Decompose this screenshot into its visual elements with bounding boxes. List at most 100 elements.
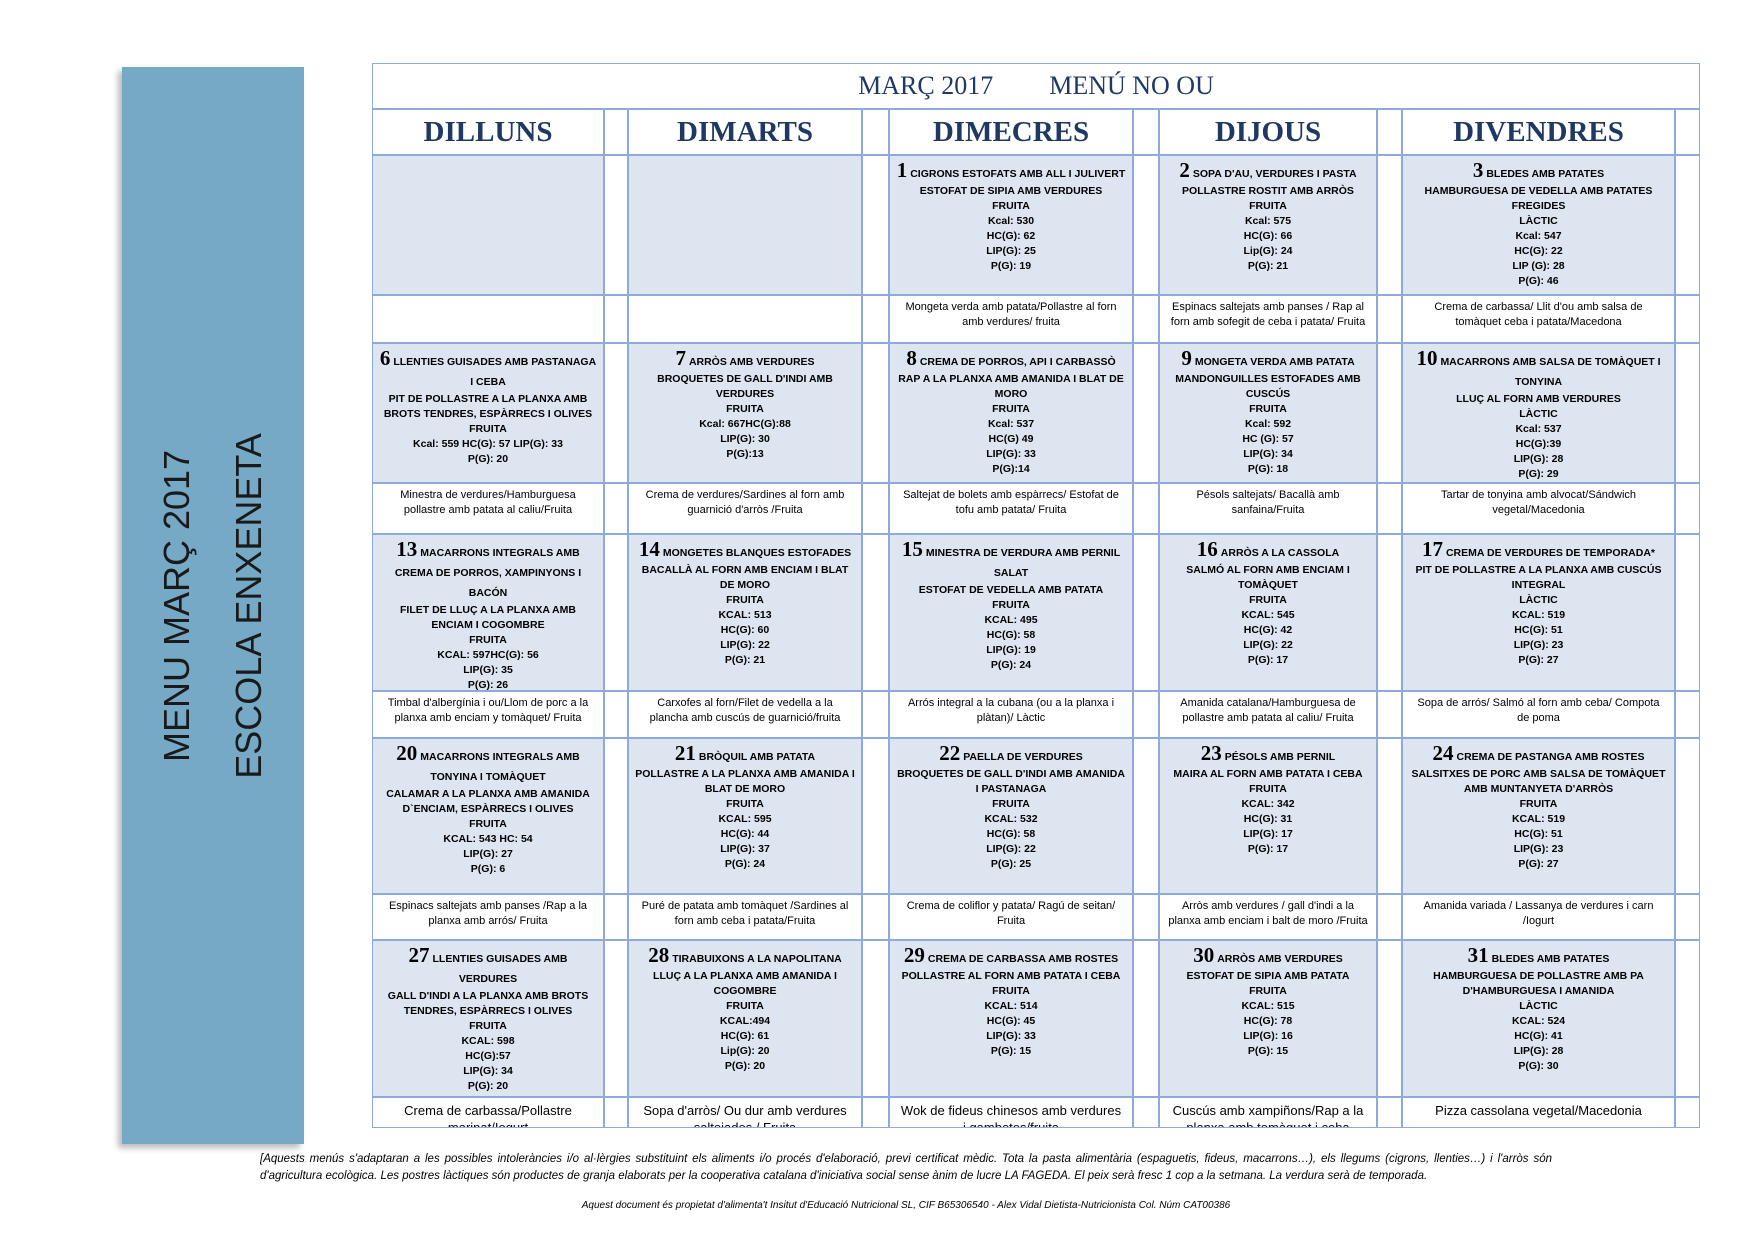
dish: HC(G): 22 <box>1514 245 1563 257</box>
day-number: 15 <box>901 537 923 561</box>
dish-text: SOPA D'AU, VERDURES I PASTA <box>1192 168 1357 180</box>
dish: P(G): 30 <box>1518 1060 1559 1072</box>
lunch-cell: 16 ARRÒS A LA CASSOLA SALMÓ AL FORN AMB EN… <box>1159 534 1377 691</box>
spacer <box>1133 343 1159 483</box>
dish: LÀCTIC <box>1519 215 1558 227</box>
spacer <box>1377 940 1402 1097</box>
dish: FRUITA <box>1519 798 1558 810</box>
lunch-cell: 17 CREMA DE VERDURES DE TEMPORADA* PIT DE … <box>1402 534 1675 691</box>
day-header: DIJOUS <box>1159 109 1377 155</box>
dish: POLLASTRE AL FORN AMB PATATA I CEBA <box>901 970 1121 982</box>
dish-text: BLEDES AMB PATATES <box>1491 953 1610 965</box>
footer-note: [Aquests menús s'adaptaran a les possibl… <box>260 1153 1552 1182</box>
lunch-cell: 7 ARRÒS AMB VERDURES BROQUETES DE GALL D'I… <box>628 343 862 483</box>
title-bar: MARÇ 2017 MENÚ NO OU <box>372 63 1700 109</box>
dish: KCAL: 515 <box>1241 1000 1295 1012</box>
dish: 17 CREMA DE VERDURES DE TEMPORADA* <box>1409 539 1668 563</box>
dish: 16 ARRÒS A LA CASSOLA <box>1166 539 1370 563</box>
dish-text: BLEDES AMB PATATES <box>1486 168 1605 180</box>
dish: FRUITA <box>992 599 1030 611</box>
dish: LIP(G): 19 <box>986 644 1036 656</box>
dish-text: CREMA DE VERDURES DE TEMPORADA* <box>1445 547 1656 559</box>
lunch-cell: 29 CREMA DE CARBASSA AMB ROSTES POLLASTRE … <box>889 940 1133 1097</box>
spacer <box>1377 894 1402 940</box>
spacer <box>1133 109 1159 155</box>
dish: FRUITA <box>992 403 1030 415</box>
day-number: 3 <box>1472 158 1484 182</box>
dish: LIP(G): 30 <box>720 433 770 445</box>
lunch-cell: 3 BLEDES AMB PATATES HAMBURGUESA DE VEDELL… <box>1402 155 1675 295</box>
dish: 22 PAELLA DE VERDURES <box>896 743 1126 767</box>
spacer <box>1377 109 1402 155</box>
day-number: 17 <box>1421 537 1443 561</box>
dinner-cell: Puré de patata amb tomàquet /Sardines al… <box>628 894 862 940</box>
dinner-cell: Minestra de verdures/Hamburguesa pollast… <box>372 483 604 534</box>
dish: HC(G) 49 <box>988 433 1034 445</box>
day-header: DIMECRES <box>889 109 1133 155</box>
spacer <box>862 894 889 940</box>
dish: FRUITA <box>1249 985 1287 997</box>
dish: P(G): 20 <box>467 453 509 465</box>
day-number: 1 <box>896 158 908 182</box>
day-number: 22 <box>939 741 961 765</box>
spacer <box>604 940 628 1097</box>
dish: P(G): 24 <box>990 659 1032 671</box>
dinner-cell: Arrós integral a la cubana (ou a la plan… <box>889 691 1133 738</box>
dish: LIP(G): 35 <box>463 664 513 676</box>
dinner-cell: Cuscús amb xampiñons/Rap a la planxa amb… <box>1159 1097 1377 1128</box>
spacer <box>1675 738 1700 894</box>
sidebar: MENU MARÇ 2017 ESCOLA ENXENETA <box>122 67 304 1144</box>
spacer <box>862 940 889 1097</box>
lunch-cell <box>628 155 862 295</box>
lunch-cell: 15 MINESTRA DE VERDURA AMB PERNIL SALAT ES… <box>889 534 1133 691</box>
dish: 6 LLENTIES GUISADES AMB PASTANAGA I CEBA <box>379 348 597 392</box>
dish: P(G):14 <box>992 463 1030 475</box>
spacer <box>1377 534 1402 691</box>
spacer <box>604 483 628 534</box>
dish: Kcal: 592 <box>1244 418 1292 430</box>
dish: 2 SOPA D'AU, VERDURES I PASTA <box>1166 160 1370 184</box>
dish: ESTOFAT DE SIPIA AMB VERDURES <box>919 185 1103 197</box>
dinner-cell: Tartar de tonyina amb alvocat/Sándwich v… <box>1402 483 1675 534</box>
dish: KCAL: 595 <box>718 813 772 825</box>
dinner-cell: Crema de carbassa/ Llit d'ou amb salsa d… <box>1402 295 1675 343</box>
dish-text: LLENTIES GUISADES AMB PASTANAGA I CEBA <box>393 356 597 388</box>
dish: P(G): 19 <box>990 260 1032 272</box>
dish: P(G): 17 <box>1247 843 1289 855</box>
dish: SALMÓ AL FORN AMB ENCIAM I TOMÀQUET <box>1186 564 1350 591</box>
dish: ESTOFAT DE VEDELLA AMB PATATA <box>918 584 1104 596</box>
dinner-cell: Pizza cassolana vegetal/Macedonia <box>1402 1097 1675 1128</box>
dish: LIP (G): 28 <box>1512 260 1565 272</box>
spacer <box>862 483 889 534</box>
spacer <box>862 109 889 155</box>
dish: FRUITA <box>726 1000 764 1012</box>
dinner-cell: Crema de carbassa/Pollastre marinat/Iogu… <box>372 1097 604 1128</box>
dish: FRUITA <box>992 200 1030 212</box>
lunch-cell: 6 LLENTIES GUISADES AMB PASTANAGA I CEBA P… <box>372 343 604 483</box>
dish: HC(G):39 <box>1515 438 1562 450</box>
dish: 3 BLEDES AMB PATATES <box>1409 160 1668 184</box>
dish: P(G): 17 <box>1247 654 1289 666</box>
spacer <box>862 155 889 295</box>
spacer <box>862 1097 889 1128</box>
dish-text: CIGRONS ESTOFATS AMB ALL I JULIVERT <box>910 168 1126 180</box>
day-number: 20 <box>396 741 418 765</box>
sidebar-title: MENU MARÇ 2017 <box>156 449 197 762</box>
dish-text: LLENTIES GUISADES AMB VERDURES <box>432 953 568 985</box>
dish: HC(G): 66 <box>1243 230 1293 242</box>
dish: KCAL: 513 <box>718 609 772 621</box>
dish: HC(G): 58 <box>986 828 1036 840</box>
dish: 14 MONGETES BLANQUES ESTOFADES <box>635 539 855 563</box>
dish: HC(G): 58 <box>986 629 1036 641</box>
dish: 30 ARRÒS AMB VERDURES <box>1166 945 1370 969</box>
dish: ESTOFAT DE SIPIA AMB PATATA <box>1186 970 1350 982</box>
dish: LIP(G): 23 <box>1513 843 1564 855</box>
dish: KCAL: 519 <box>1511 813 1566 825</box>
dish: 15 MINESTRA DE VERDURA AMB PERNIL SALAT <box>896 539 1126 583</box>
dish: POLLASTRE A LA PLANXA AMB AMANIDA I BLAT… <box>635 768 855 795</box>
spacer <box>1675 940 1700 1097</box>
dish: LIP(G): 17 <box>1243 828 1293 840</box>
day-header: DILLUNS <box>372 109 604 155</box>
dish: P(G): 29 <box>1518 468 1559 480</box>
dish: HC(G): 45 <box>986 1015 1036 1027</box>
